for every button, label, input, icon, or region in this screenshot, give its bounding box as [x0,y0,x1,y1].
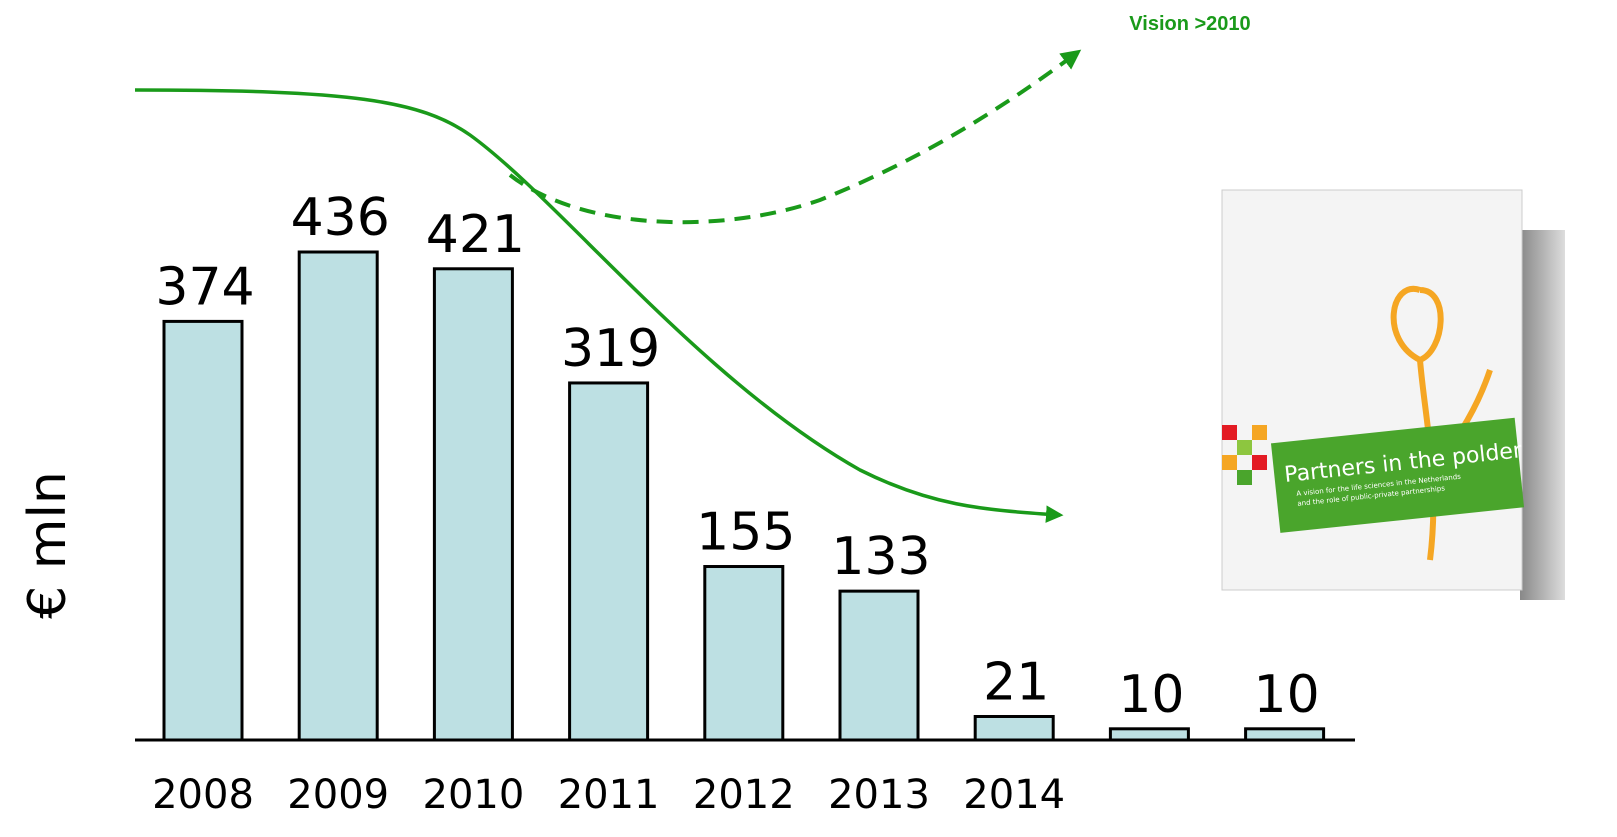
bar [973,714,1055,742]
bar [1244,727,1326,742]
x-tick-label: 2009 [287,772,389,818]
value-label: 319 [561,319,660,379]
trend-curve [134,88,1064,523]
vision-curve [508,49,1082,225]
value-label: 10 [1118,665,1184,725]
value-label: 10 [1254,665,1320,725]
x-tick-label: 2008 [152,772,254,818]
bar [568,381,650,742]
book: Partners in the polder A vision for the … [1221,189,1565,600]
book-band [1270,417,1525,533]
x-tick-label: 2011 [558,772,660,818]
value-label: 155 [696,503,795,563]
annotation: Vision >2010 [1129,13,1250,35]
value-label: 421 [426,205,525,265]
bar [297,250,379,742]
book-cover [1221,189,1523,591]
x-tick-label: 2014 [963,772,1065,818]
value-label: 133 [831,527,930,587]
x-tick-label: 2012 [693,772,795,818]
x-tick-label: 2013 [828,772,930,818]
bar [838,589,920,742]
value-label: 374 [155,257,254,317]
bar [703,565,785,742]
value-label: 436 [291,188,390,248]
bar [162,319,244,742]
y-axis-label: € mln [18,471,78,619]
bar [1108,727,1190,742]
value-label: 21 [983,652,1049,712]
book-spine [1520,230,1565,600]
bar [432,267,514,742]
x-tick-label: 2010 [423,772,525,818]
